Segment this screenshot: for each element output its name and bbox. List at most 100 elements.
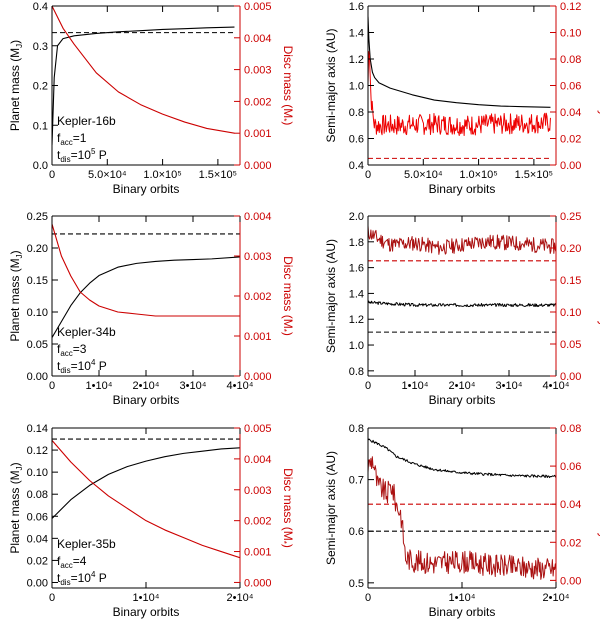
x-tick-label: 3•10⁴ (496, 380, 523, 392)
chart-p1: 0 5.0×10⁴ 1.0×10⁵ 1.5×10⁵ Binary orbits 0.0 0.… (8, 1, 295, 196)
y2-tick-label: 0.04 (560, 499, 581, 511)
x-tick-label: 0 (365, 169, 371, 181)
y2-tick-label: 0.003 (244, 485, 272, 497)
y-tick-label: 0.8 (349, 107, 364, 119)
y-tick-label: 0.4 (33, 1, 48, 13)
series-planet-mass (52, 447, 240, 519)
y-axis-label: Semi-major axis (AU) (324, 239, 338, 353)
y-tick-label: 0.2 (33, 81, 48, 93)
y-tick-label: 0.0 (33, 160, 48, 172)
annotation-planet-name: Kepler-34b (57, 325, 116, 339)
x-tick-label: 1.5×10⁵ (515, 169, 554, 181)
plot-area (368, 438, 556, 580)
series-eccentricity (368, 51, 551, 137)
series-disc-mass (52, 439, 240, 559)
y2-tick-label: 0.001 (244, 547, 272, 559)
x-tick-label: 1•10⁴ (133, 592, 160, 604)
x-tick-label: 1.5×10⁵ (199, 169, 238, 181)
y-tick-label: 1.4 (349, 28, 364, 40)
y2-tick-label: 0.001 (244, 128, 272, 140)
x-axis-label: Binary orbits (429, 182, 496, 196)
annotation-facc: facc=1 (57, 131, 87, 147)
y-tick-label: 1.0 (349, 340, 364, 352)
y-tick-label: 0.00 (27, 371, 48, 383)
y-axis-label: Planet mass (MJ) (8, 250, 24, 341)
y2-axis-label: Disc mass (M*) (279, 468, 295, 548)
series-disc-mass (52, 6, 235, 134)
x-tick-label: 0 (365, 592, 371, 604)
x-tick-label: 1•10⁴ (402, 380, 429, 392)
y-tick-label: 1.8 (349, 237, 364, 249)
y-tick-label: 0.12 (27, 445, 48, 457)
y-tick-label: 1.4 (349, 288, 364, 300)
series-planet-mass (52, 256, 240, 338)
series-semi-major-axis (368, 16, 551, 108)
y2-tick-label: 0.000 (244, 160, 272, 172)
annotation-facc: facc=4 (57, 554, 87, 570)
y2-tick-label: 0.002 (244, 291, 272, 303)
y2-tick-label: 0.10 (560, 307, 581, 319)
x-tick-label: 2•10⁴ (227, 592, 254, 604)
x-axis-label: Binary orbits (429, 393, 496, 407)
x-tick-label: 4•10⁴ (543, 380, 570, 392)
chart-p2: 0 5.0×10⁴ 1.0×10⁵ 1.5×10⁵ Binary orbits 0.4 0.… (324, 1, 600, 196)
y2-tick-label: 0.000 (244, 577, 272, 589)
y-tick-label: 0.6 (349, 134, 364, 146)
x-tick-label: 0 (49, 169, 55, 181)
annotation-planet-name: Kepler-16b (57, 114, 116, 128)
plot-area (368, 225, 556, 333)
y2-tick-label: 0.06 (560, 81, 581, 93)
y-tick-label: 0.4 (349, 160, 364, 172)
annotation-tdis: tdis=105 P (57, 147, 107, 164)
chart-p4: 0 1•10⁴ 2•10⁴ 3•10⁴ 4•10⁴ Binary orbits 0.8 1.0… (324, 211, 600, 407)
series-eccentricity (368, 456, 556, 580)
series-eccentricity (368, 225, 556, 255)
x-tick-label: 5.0×10⁴ (404, 169, 443, 181)
y-tick-label: 0.3 (33, 41, 48, 53)
y2-axis-label: Disc mass (M*) (279, 46, 295, 126)
y2-tick-label: 0.20 (560, 243, 581, 255)
y2-tick-label: 0.08 (560, 423, 581, 435)
y-axis-label: Semi-major axis (AU) (324, 451, 338, 565)
chart-p6: 0 1•10⁴ 2•10⁴ Binary orbits 0.5 0.6 0.7 0.8 0.00… (324, 423, 600, 619)
annotation-planet-name: Kepler-35b (57, 537, 116, 551)
y-axis-label: Semi-major axis (AU) (324, 28, 338, 142)
y-tick-label: 0.06 (27, 511, 48, 523)
y-tick-label: 0.20 (27, 243, 48, 255)
y-axis-label: Planet mass (MJ) (8, 40, 24, 131)
y2-axis-label: Disc mass (M*) (279, 256, 295, 336)
x-tick-label: 2•10⁴ (543, 592, 570, 604)
series-planet-mass (52, 26, 235, 146)
y2-tick-label: 0.002 (244, 516, 272, 528)
x-axis-label: Binary orbits (429, 605, 496, 619)
y-tick-label: 0.10 (27, 467, 48, 479)
y-tick-label: 0.05 (27, 339, 48, 351)
y2-tick-label: 0.005 (244, 1, 272, 13)
plot-area (52, 438, 240, 559)
y2-tick-label: 0.000 (244, 371, 272, 383)
y-tick-label: 0.25 (27, 211, 48, 223)
x-tick-label: 1•10⁴ (449, 592, 476, 604)
y2-axis-label: Eccentricity (597, 477, 600, 538)
y-tick-label: 0.7 (349, 475, 364, 487)
y2-tick-label: 0.004 (244, 454, 272, 466)
annotation-tdis: tdis=104 P (57, 358, 107, 375)
y-tick-label: 1.2 (349, 314, 364, 326)
y2-tick-label: 0.003 (244, 251, 272, 263)
x-tick-label: 3•10⁴ (180, 380, 207, 392)
x-tick-label: 1.0×10⁵ (459, 169, 498, 181)
y2-tick-label: 0.12 (560, 1, 581, 13)
y-tick-label: 0.6 (349, 526, 364, 538)
y2-tick-label: 0.04 (560, 107, 581, 119)
y-tick-label: 0.08 (27, 489, 48, 501)
x-tick-label: 2•10⁴ (449, 380, 476, 392)
y2-tick-label: 0.10 (560, 28, 581, 40)
x-tick-label: 0 (49, 592, 55, 604)
y-tick-label: 0.8 (349, 423, 364, 435)
y2-tick-label: 0.00 (560, 160, 581, 172)
y2-axis-label: Eccentricity (597, 55, 600, 116)
y2-axis-label: Eccentricity (597, 265, 600, 326)
y2-tick-label: 0.00 (560, 575, 581, 587)
y2-tick-label: 0.005 (244, 423, 272, 435)
y-tick-label: 0.02 (27, 555, 48, 567)
